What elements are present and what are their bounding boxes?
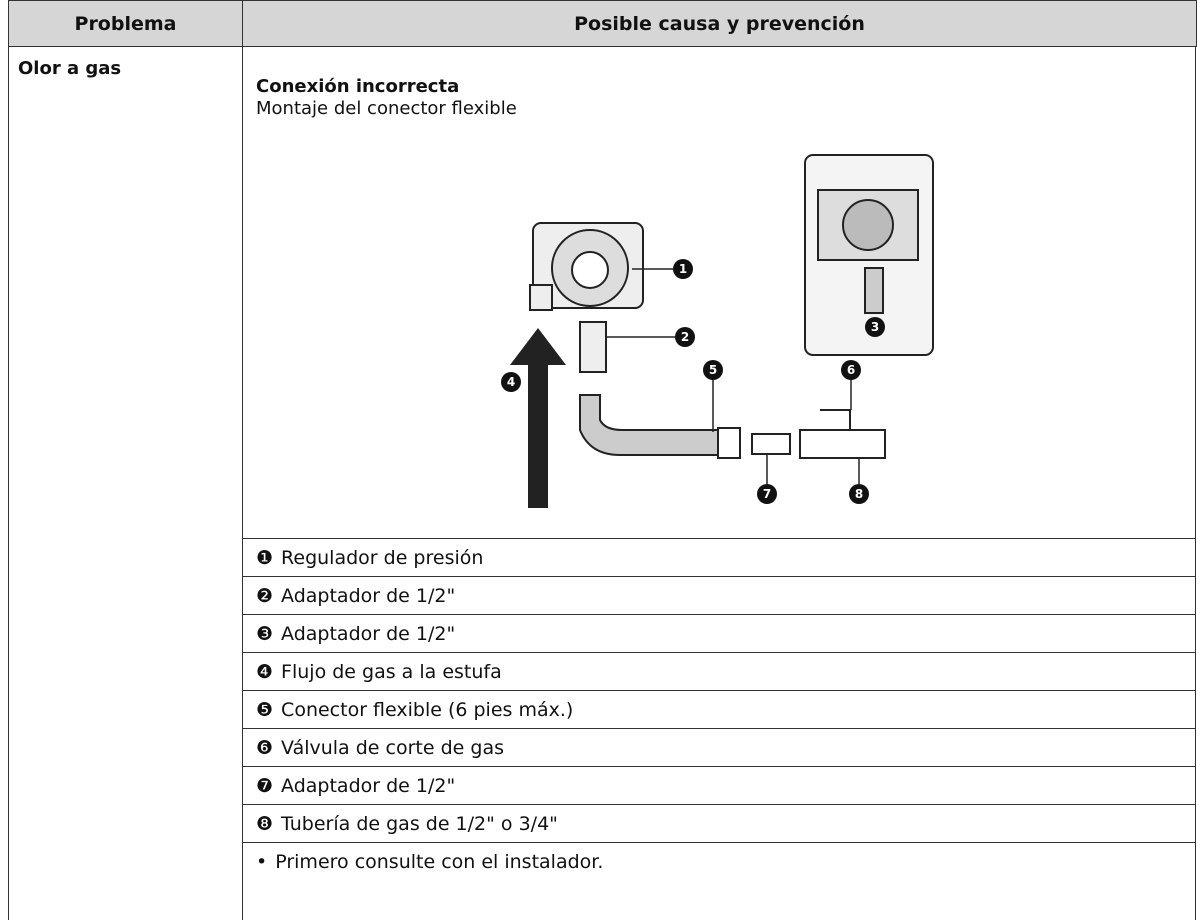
callout: 7 (763, 487, 771, 501)
legend-marker: ❼ (256, 775, 274, 797)
legend-marker: ❸ (256, 623, 274, 645)
legend-text: Válvula de corte de gas (281, 737, 504, 759)
legend-text: Primero consulte con el instalador. (275, 851, 604, 873)
row-separator (242, 804, 1196, 805)
row-separator (242, 728, 1196, 729)
legend-text: Adaptador de 1/2" (281, 585, 456, 607)
callout: 5 (709, 363, 717, 377)
header-text: Problema (74, 12, 177, 35)
cause-title: Conexión incorrecta (256, 76, 460, 97)
header-cell: Posible causa y prevención (242, 0, 1197, 47)
border (8, 46, 9, 920)
legend-text: Adaptador de 1/2" (281, 623, 456, 645)
legend-marker: ❷ (256, 585, 274, 607)
problem: Olor a gas (18, 58, 122, 79)
row-separator (242, 842, 1196, 843)
legend-marker: ❺ (256, 699, 274, 721)
legend-item: • Primero consulte con el instalador. (256, 843, 603, 881)
callout: 3 (871, 320, 879, 334)
legend-item: ❼ Adaptador de 1/2" (256, 767, 455, 805)
legend-text: Tubería de gas de 1/2" o 3/4" (281, 813, 558, 835)
row-separator (242, 766, 1196, 767)
legend-item: ❷ Adaptador de 1/2" (256, 577, 455, 615)
legend-item: ❺ Conector flexible (6 pies máx.) (256, 691, 573, 729)
legend-item: ❸ Adaptador de 1/2" (256, 615, 455, 653)
border (1195, 46, 1196, 920)
row-separator (242, 538, 1196, 539)
cause-subtitle: Montaje del conector flexible (256, 98, 517, 119)
callout: 4 (507, 375, 515, 389)
legend-item: ❹ Flujo de gas a la estufa (256, 653, 502, 691)
legend-text: Conector flexible (6 pies máx.) (281, 699, 574, 721)
border (242, 46, 243, 920)
legend-text: Regulador de presión (281, 547, 484, 569)
row-separator (242, 652, 1196, 653)
row-separator (242, 576, 1196, 577)
callout: 1 (679, 262, 687, 276)
header-cell: Problema (8, 0, 243, 47)
legend-item: ❶ Regulador de presión (256, 539, 483, 577)
callout: 8 (855, 487, 863, 501)
row-separator (242, 614, 1196, 615)
legend-marker: ❶ (256, 547, 274, 569)
legend-item: ❻ Válvula de corte de gas (256, 729, 504, 767)
legend-item: ❽ Tubería de gas de 1/2" o 3/4" (256, 805, 558, 843)
header-text: Posible causa y prevención (574, 12, 865, 35)
legend-marker: ❽ (256, 813, 274, 835)
legend-text: Adaptador de 1/2" (281, 775, 456, 797)
legend-marker: • (256, 851, 268, 873)
callout: 6 (847, 363, 855, 377)
legend-text: Flujo de gas a la estufa (281, 661, 502, 683)
legend-marker: ❻ (256, 737, 274, 759)
legend-marker: ❹ (256, 661, 274, 683)
row-separator (242, 690, 1196, 691)
callout: 2 (681, 330, 689, 344)
diagram: 1 2 3 4 5 6 7 8 (501, 154, 934, 508)
